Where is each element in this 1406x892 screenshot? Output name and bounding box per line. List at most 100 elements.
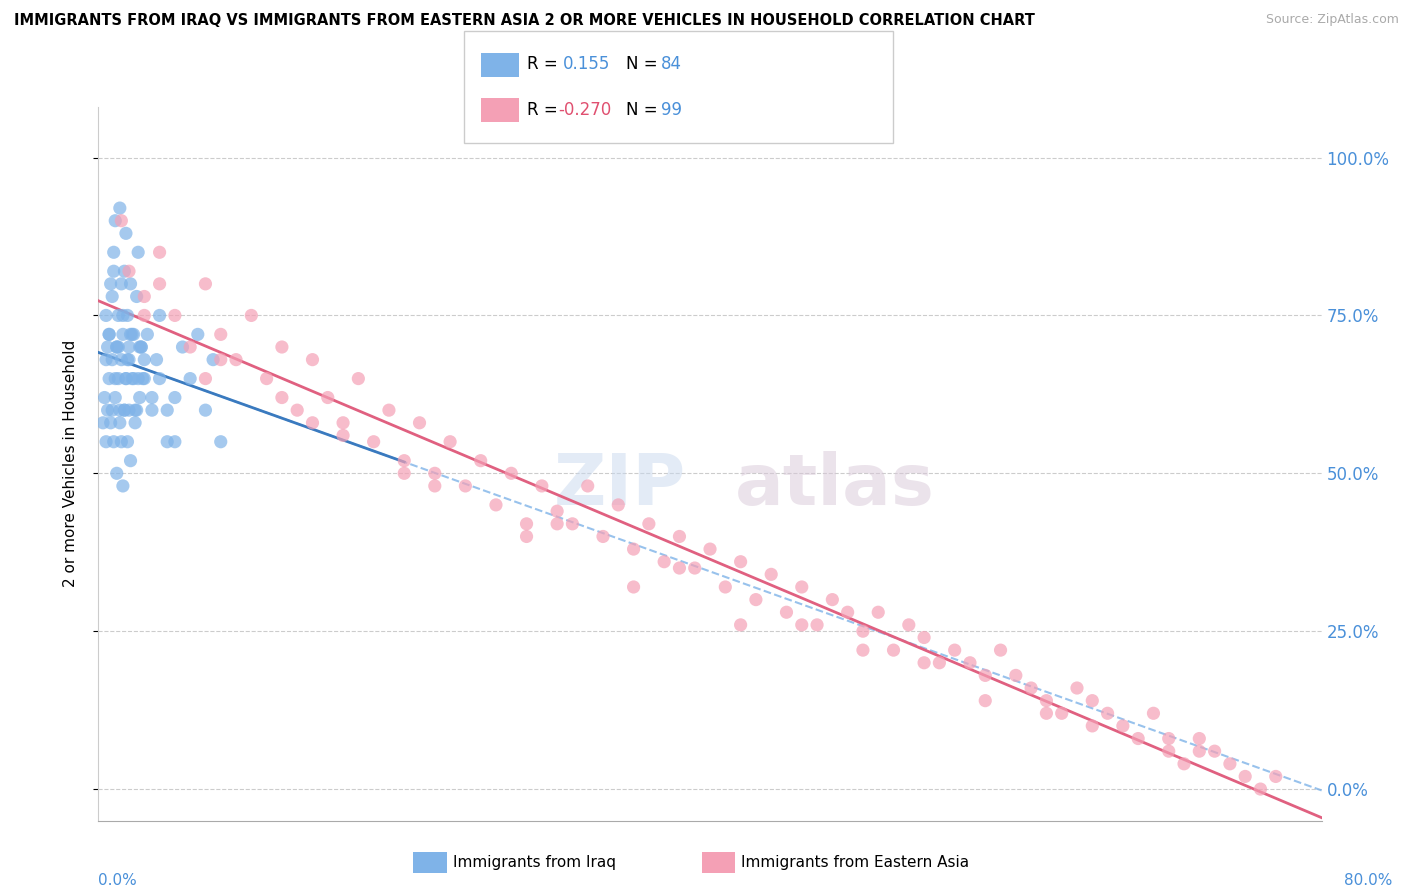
- Point: [145, 352, 167, 367]
- Point: [128, 391, 150, 405]
- Point: [163, 309, 186, 323]
- Text: atlas: atlas: [734, 450, 935, 520]
- Text: Source: ZipAtlas.com: Source: ZipAtlas.com: [1265, 13, 1399, 27]
- Point: [93, 391, 115, 405]
- Point: [105, 340, 128, 354]
- Point: [1066, 681, 1088, 695]
- Point: [136, 327, 159, 342]
- Point: [1250, 782, 1272, 797]
- Point: [1097, 706, 1119, 721]
- Point: [124, 416, 146, 430]
- Point: [470, 453, 492, 467]
- Point: [125, 403, 148, 417]
- Point: [1173, 756, 1195, 771]
- Point: [94, 352, 117, 367]
- Point: [1188, 731, 1211, 746]
- Point: [837, 605, 859, 619]
- Point: [209, 434, 232, 449]
- Point: [821, 592, 844, 607]
- Point: [974, 693, 997, 707]
- Point: [149, 309, 172, 323]
- Point: [122, 327, 145, 342]
- Point: [378, 403, 401, 417]
- Point: [127, 371, 149, 385]
- Point: [103, 245, 125, 260]
- Text: -0.270: -0.270: [558, 101, 612, 119]
- Text: 84: 84: [661, 55, 682, 73]
- Point: [912, 656, 935, 670]
- Point: [225, 352, 247, 367]
- Point: [120, 277, 142, 291]
- Point: [111, 479, 134, 493]
- Point: [745, 592, 768, 607]
- Point: [115, 371, 138, 385]
- Point: [108, 416, 131, 430]
- Point: [652, 555, 675, 569]
- Point: [117, 309, 139, 323]
- Point: [110, 277, 132, 291]
- Point: [149, 371, 172, 385]
- Point: [118, 352, 141, 367]
- Point: [1157, 744, 1180, 758]
- Point: [730, 618, 752, 632]
- Point: [516, 529, 538, 543]
- Point: [103, 264, 125, 278]
- Point: [100, 416, 122, 430]
- Point: [134, 309, 156, 323]
- Point: [103, 434, 125, 449]
- Point: [94, 434, 117, 449]
- Point: [423, 467, 446, 481]
- Point: [912, 631, 935, 645]
- Point: [118, 403, 141, 417]
- Point: [423, 479, 446, 493]
- Point: [194, 371, 217, 385]
- Text: IMMIGRANTS FROM IRAQ VS IMMIGRANTS FROM EASTERN ASIA 2 OR MORE VEHICLES IN HOUSE: IMMIGRANTS FROM IRAQ VS IMMIGRANTS FROM …: [14, 13, 1035, 29]
- Point: [132, 371, 155, 385]
- Point: [806, 618, 828, 632]
- Point: [1188, 744, 1211, 758]
- Point: [501, 467, 523, 481]
- Point: [790, 618, 813, 632]
- Point: [1128, 731, 1150, 746]
- Point: [270, 391, 294, 405]
- Point: [209, 327, 232, 342]
- Point: [156, 403, 179, 417]
- Point: [301, 352, 323, 367]
- Point: [111, 309, 134, 323]
- Point: [104, 371, 127, 385]
- Point: [332, 428, 354, 442]
- Point: [117, 352, 139, 367]
- Point: [105, 467, 128, 481]
- Point: [179, 371, 201, 385]
- Point: [125, 289, 148, 303]
- Text: R =: R =: [527, 55, 564, 73]
- Point: [546, 516, 568, 531]
- Point: [1219, 756, 1241, 771]
- Point: [897, 618, 920, 632]
- Point: [256, 371, 278, 385]
- Text: R =: R =: [527, 101, 564, 119]
- Point: [546, 504, 568, 518]
- Point: [1081, 693, 1104, 707]
- Point: [943, 643, 966, 657]
- Point: [392, 453, 416, 467]
- Point: [852, 624, 875, 639]
- Text: Immigrants from Iraq: Immigrants from Iraq: [453, 855, 616, 870]
- Point: [120, 453, 142, 467]
- Point: [714, 580, 737, 594]
- Point: [187, 327, 209, 342]
- Point: [112, 403, 135, 417]
- Point: [112, 403, 135, 417]
- Y-axis label: 2 or more Vehicles in Household: 2 or more Vehicles in Household: [63, 340, 77, 588]
- Point: [607, 498, 630, 512]
- Point: [454, 479, 477, 493]
- Point: [730, 555, 752, 569]
- Point: [285, 403, 308, 417]
- Text: 99: 99: [661, 101, 682, 119]
- Point: [974, 668, 997, 682]
- Point: [105, 340, 128, 354]
- Point: [1035, 693, 1057, 707]
- Point: [100, 277, 122, 291]
- Point: [790, 580, 813, 594]
- Point: [392, 467, 416, 481]
